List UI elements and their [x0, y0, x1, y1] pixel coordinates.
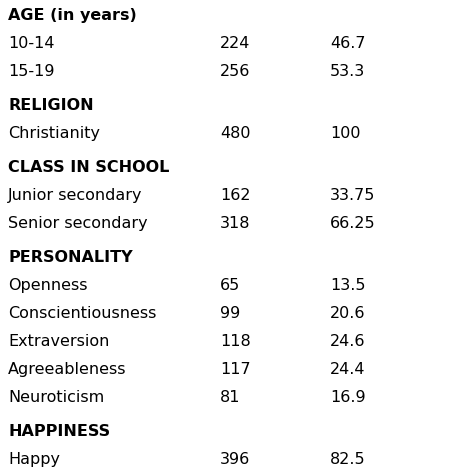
Text: 20.6: 20.6 [330, 306, 365, 321]
Text: 53.3: 53.3 [330, 64, 365, 79]
Text: 396: 396 [220, 452, 250, 467]
Text: 224: 224 [220, 36, 250, 51]
Text: 33.75: 33.75 [330, 188, 375, 203]
Text: 100: 100 [330, 126, 361, 141]
Text: Openness: Openness [8, 278, 88, 293]
Text: RELIGION: RELIGION [8, 98, 94, 113]
Text: Neuroticism: Neuroticism [8, 390, 104, 405]
Text: Agreeableness: Agreeableness [8, 362, 127, 377]
Text: Extraversion: Extraversion [8, 334, 109, 349]
Text: 162: 162 [220, 188, 250, 203]
Text: 15-19: 15-19 [8, 64, 55, 79]
Text: 24.4: 24.4 [330, 362, 365, 377]
Text: PERSONALITY: PERSONALITY [8, 250, 133, 265]
Text: Christianity: Christianity [8, 126, 100, 141]
Text: 480: 480 [220, 126, 250, 141]
Text: 66.25: 66.25 [330, 216, 375, 231]
Text: Senior secondary: Senior secondary [8, 216, 147, 231]
Text: 82.5: 82.5 [330, 452, 365, 467]
Text: 46.7: 46.7 [330, 36, 365, 51]
Text: 13.5: 13.5 [330, 278, 365, 293]
Text: 24.6: 24.6 [330, 334, 365, 349]
Text: Conscientiousness: Conscientiousness [8, 306, 156, 321]
Text: HAPPINESS: HAPPINESS [8, 424, 110, 439]
Text: AGE (in years): AGE (in years) [8, 8, 137, 23]
Text: 10-14: 10-14 [8, 36, 55, 51]
Text: 256: 256 [220, 64, 250, 79]
Text: 65: 65 [220, 278, 240, 293]
Text: 117: 117 [220, 362, 251, 377]
Text: 318: 318 [220, 216, 250, 231]
Text: 99: 99 [220, 306, 240, 321]
Text: 16.9: 16.9 [330, 390, 365, 405]
Text: Junior secondary: Junior secondary [8, 188, 143, 203]
Text: 81: 81 [220, 390, 240, 405]
Text: Happy: Happy [8, 452, 60, 467]
Text: 118: 118 [220, 334, 251, 349]
Text: CLASS IN SCHOOL: CLASS IN SCHOOL [8, 160, 169, 175]
